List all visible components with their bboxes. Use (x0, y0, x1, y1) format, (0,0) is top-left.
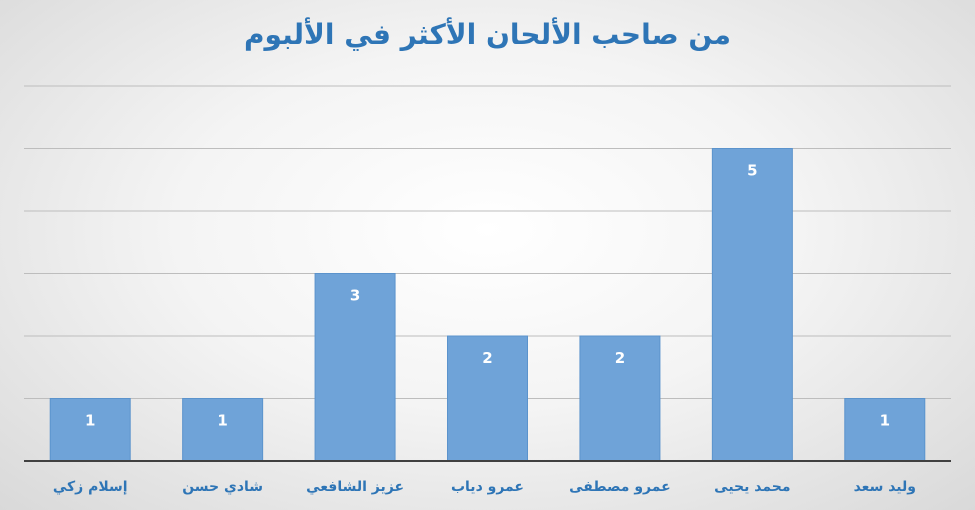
category-label: عمرو مصطفى (569, 479, 671, 495)
bars: 1 1 3 2 2 5 1 (49, 148, 926, 462)
category-label: وليد سعد (854, 479, 916, 495)
bar (182, 398, 264, 462)
category-labels: إسلام زكي شادي حسن عزيز الشافعي عمرو دياب عم… (53, 479, 916, 496)
bar-value-label: 1 (880, 412, 890, 430)
bar-value-label: 2 (482, 349, 492, 367)
bar-value-label: 1 (85, 412, 95, 430)
bar (844, 398, 926, 462)
bar (711, 148, 793, 462)
bar-value-label: 5 (747, 162, 757, 180)
category-label: عمرو دياب (451, 479, 524, 495)
category-label: عزيز الشافعي (306, 479, 404, 495)
bar (49, 398, 131, 462)
category-label: شادي حسن (182, 479, 263, 496)
bar (314, 273, 396, 462)
chart-title: من صاحب الألحان الأكثر في الألبوم (244, 18, 731, 51)
category-label: إسلام زكي (53, 479, 128, 495)
bar-value-label: 1 (217, 412, 227, 430)
bar-value-label: 3 (350, 287, 360, 305)
bar-value-label: 2 (615, 349, 625, 367)
category-label: محمد يحيى (714, 479, 790, 495)
